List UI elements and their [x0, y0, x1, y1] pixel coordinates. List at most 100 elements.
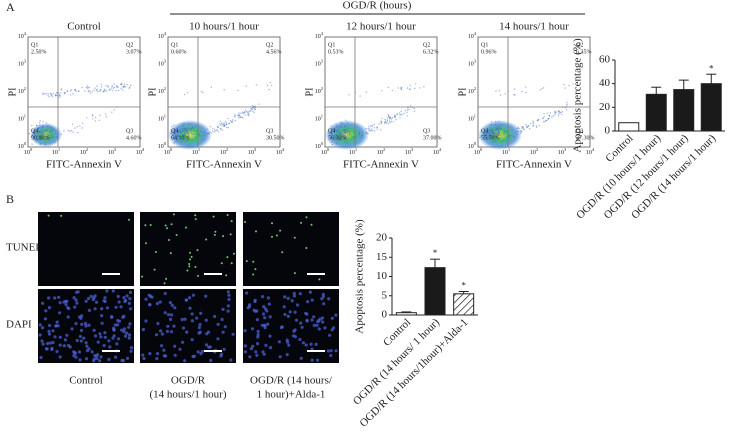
- nucleus: [148, 303, 152, 307]
- tunel-signal: [205, 238, 208, 241]
- tick-exponent: 1: [24, 114, 26, 119]
- nucleus: [78, 334, 82, 339]
- x-axis-label: FITC-Annexin V: [186, 159, 262, 171]
- nucleus: [285, 353, 289, 357]
- nucleus: [283, 312, 287, 317]
- cell-event: [338, 137, 340, 140]
- cell-event: [495, 121, 497, 123]
- cell-event: [126, 84, 128, 86]
- cell-event: [113, 83, 115, 85]
- nucleus: [43, 317, 48, 321]
- cell-event: [227, 117, 229, 120]
- nucleus: [306, 300, 310, 304]
- cell-event: [368, 126, 370, 128]
- cell-event: [51, 96, 54, 98]
- cell-event: [191, 123, 193, 125]
- cell-event: [36, 124, 38, 127]
- cell-event: [39, 124, 41, 126]
- bar: [395, 312, 417, 316]
- tick-exponent: 3: [254, 147, 257, 152]
- cell-event: [227, 127, 229, 129]
- nucleus: [114, 355, 118, 359]
- nucleus: [170, 313, 174, 317]
- cell-event: [536, 126, 538, 128]
- cell-event: [365, 132, 367, 134]
- nucleus: [62, 344, 66, 348]
- tunel-signal: [222, 235, 225, 238]
- cell-event: [499, 134, 502, 137]
- nucleus: [92, 357, 96, 361]
- nucleus: [169, 330, 174, 334]
- cell-event: [406, 87, 409, 89]
- cell-event: [191, 139, 194, 141]
- nucleus: [58, 335, 62, 339]
- cell-event: [523, 128, 525, 131]
- nucleus: [122, 327, 127, 331]
- cell-event: [188, 128, 191, 130]
- cell-event: [488, 135, 490, 137]
- nucleus: [51, 340, 55, 345]
- cell-event: [385, 122, 388, 124]
- cell-event: [42, 92, 44, 94]
- tunel-signal: [172, 213, 175, 216]
- cell-event: [248, 115, 250, 117]
- cell-event: [72, 131, 74, 133]
- cell-event: [349, 138, 351, 140]
- cell-event: [176, 139, 178, 141]
- nucleus: [263, 316, 267, 320]
- quadrant-percent: 3.07%: [126, 49, 142, 55]
- cell-event: [391, 117, 394, 119]
- nucleus: [56, 324, 60, 328]
- cell-event: [41, 134, 43, 137]
- cell-event: [176, 130, 179, 132]
- nucleus: [266, 296, 270, 300]
- cell-event: [38, 122, 41, 124]
- y-tick-label: 102: [468, 86, 476, 95]
- cell-event: [373, 123, 375, 126]
- nucleus: [265, 309, 269, 313]
- cell-event: [78, 90, 80, 92]
- cell-event: [564, 87, 566, 89]
- tunel-signal: [229, 233, 232, 236]
- cell-event: [501, 132, 503, 135]
- nucleus: [123, 334, 128, 338]
- nucleus: [120, 328, 124, 332]
- x-tick-label: 104: [276, 147, 285, 156]
- cell-event: [100, 86, 103, 88]
- cell-event: [64, 92, 66, 94]
- cell-event: [395, 119, 397, 121]
- cell-event: [195, 133, 198, 136]
- cell-event: [181, 135, 183, 137]
- cell-event: [124, 83, 126, 85]
- cell-event: [484, 131, 487, 134]
- cell-event: [210, 132, 213, 134]
- y-axis-label: Apoptosis percentage (%): [354, 219, 366, 334]
- cell-event: [47, 135, 49, 138]
- nucleus: [103, 335, 107, 339]
- nucleus: [188, 306, 192, 310]
- cell-event: [174, 136, 176, 138]
- cell-event: [190, 139, 192, 141]
- cell-event: [488, 124, 491, 126]
- cell-event: [542, 121, 545, 123]
- nucleus: [204, 294, 208, 298]
- cell-event: [112, 87, 115, 89]
- tick-exponent: 0: [321, 141, 324, 146]
- tick-exponent: 2: [86, 147, 88, 152]
- tunel-signal: [194, 218, 197, 221]
- nucleus: [262, 305, 266, 309]
- cell-event: [542, 117, 544, 120]
- cell-event: [210, 86, 213, 89]
- nucleus: [181, 326, 186, 330]
- cell-event: [48, 137, 51, 139]
- cell-event: [366, 132, 368, 135]
- cell-event: [45, 93, 48, 95]
- tick-exponent: 0: [480, 147, 483, 152]
- cell-event: [254, 108, 257, 111]
- cell-event: [409, 84, 411, 87]
- nucleus: [226, 304, 230, 308]
- tunel-signal: [189, 251, 191, 254]
- quadrant-name: Q3: [266, 128, 273, 134]
- nucleus: [83, 321, 88, 326]
- cell-event: [493, 140, 495, 143]
